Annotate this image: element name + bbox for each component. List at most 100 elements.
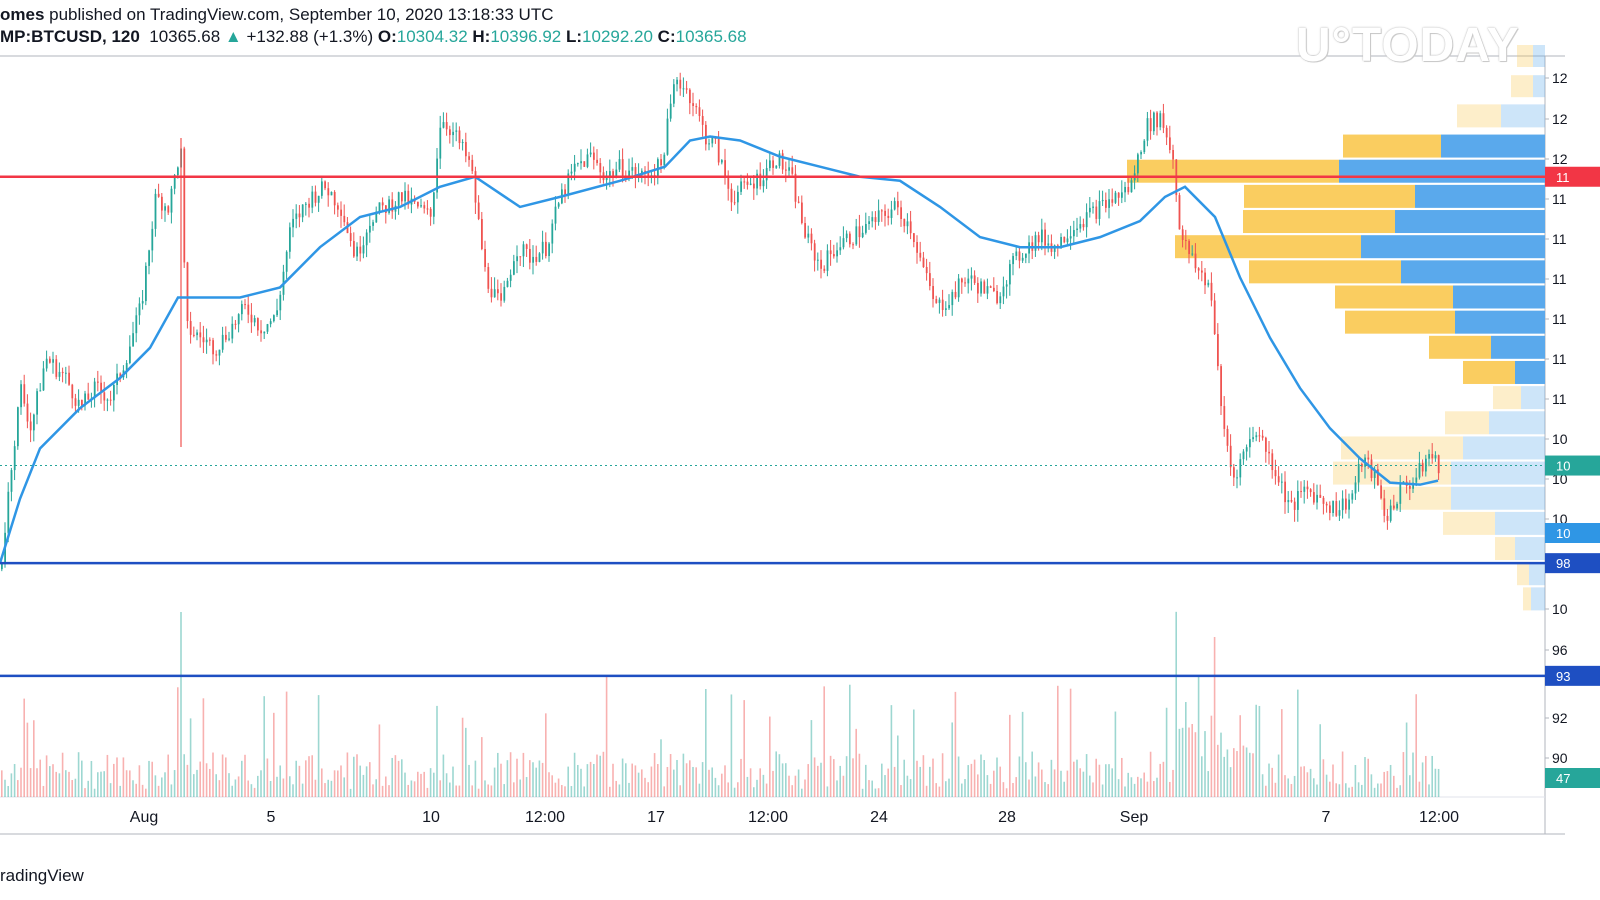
last-price: 10365.68 bbox=[149, 27, 221, 46]
candle-body bbox=[1079, 224, 1082, 229]
y-tick-label: 11 bbox=[1552, 391, 1567, 407]
volume-bar bbox=[417, 771, 419, 797]
volume-bar bbox=[1162, 761, 1165, 797]
candle-body bbox=[189, 321, 192, 335]
vp-down-bar bbox=[1533, 75, 1545, 98]
volume-bar bbox=[353, 756, 355, 797]
volume-bar bbox=[746, 776, 749, 797]
x-tick-label: 7 bbox=[1322, 809, 1331, 826]
candle-body bbox=[186, 262, 189, 322]
volume-bar bbox=[212, 752, 214, 797]
volume-bar bbox=[151, 761, 153, 797]
volume-bar bbox=[845, 756, 848, 797]
candle-body bbox=[1252, 437, 1254, 440]
volume-bar bbox=[426, 787, 429, 797]
volume-bar bbox=[733, 787, 736, 797]
candle-body bbox=[20, 384, 22, 408]
volume-bar bbox=[689, 760, 691, 797]
candle-body bbox=[743, 181, 746, 183]
candle-body bbox=[42, 368, 45, 391]
candle-body bbox=[836, 250, 838, 257]
price-badge bbox=[1545, 665, 1600, 686]
volume-bar bbox=[61, 752, 64, 797]
volume-bar bbox=[820, 762, 822, 797]
volume-bar bbox=[1281, 709, 1283, 797]
volume-bar bbox=[1047, 784, 1049, 797]
candle-body bbox=[362, 245, 365, 254]
volume-bar bbox=[1101, 784, 1104, 797]
candle-body bbox=[231, 323, 234, 339]
volume-bar bbox=[1143, 772, 1145, 797]
volume-bar bbox=[404, 772, 406, 797]
volume-bar bbox=[266, 758, 269, 797]
volume-bar bbox=[1271, 767, 1273, 797]
volume-bar bbox=[449, 782, 451, 797]
candle-body bbox=[151, 228, 154, 251]
volume-bar bbox=[493, 767, 496, 797]
volume-bar bbox=[1249, 752, 1251, 797]
candle-body bbox=[26, 403, 29, 422]
y-tick-label: 11 bbox=[1552, 271, 1567, 287]
candle-body bbox=[93, 381, 96, 399]
candle-body bbox=[733, 202, 736, 204]
candle-body bbox=[679, 79, 682, 89]
volume-bar bbox=[1082, 771, 1085, 797]
candle-body bbox=[266, 324, 269, 332]
candle-body bbox=[87, 393, 90, 400]
volume-bar bbox=[932, 758, 934, 797]
candle-body bbox=[221, 334, 224, 350]
candle-body bbox=[855, 226, 858, 245]
volume-bar bbox=[458, 785, 461, 797]
candle-body bbox=[967, 278, 970, 284]
volume-bar bbox=[445, 773, 448, 797]
price-badge bbox=[1545, 768, 1600, 788]
candle-body bbox=[1217, 334, 1219, 367]
candle-body bbox=[762, 180, 765, 187]
candle-body bbox=[1245, 447, 1248, 452]
vp-down-bar bbox=[1463, 436, 1545, 460]
volume-bar bbox=[77, 752, 80, 797]
candle-body bbox=[81, 399, 83, 406]
candle-body bbox=[452, 131, 454, 136]
vp-up-bar bbox=[1243, 210, 1395, 234]
volume-bar bbox=[1373, 787, 1376, 797]
volume-bar bbox=[1415, 694, 1417, 797]
candle-body bbox=[615, 169, 618, 178]
candle-body bbox=[721, 160, 723, 163]
candle-body bbox=[545, 241, 547, 257]
volume-bar bbox=[641, 769, 643, 797]
candle-body bbox=[484, 249, 486, 268]
volume-bar bbox=[967, 765, 969, 797]
volume-bar bbox=[97, 772, 99, 797]
volume-bar bbox=[785, 763, 787, 797]
volume-bar bbox=[1041, 769, 1043, 797]
y-tick-label: 11 bbox=[1552, 311, 1567, 327]
volume-bar bbox=[1108, 764, 1110, 797]
volume-bar bbox=[33, 720, 35, 797]
volume-bar bbox=[490, 785, 493, 797]
candle-body bbox=[957, 278, 960, 298]
low-value: 10292.20 bbox=[582, 27, 653, 46]
candle-body bbox=[1415, 477, 1418, 483]
volume-bar bbox=[679, 785, 681, 797]
volume-bar bbox=[615, 780, 617, 797]
volume-bar bbox=[538, 760, 541, 797]
candle-body bbox=[1396, 503, 1398, 509]
vp-up-bar bbox=[1175, 235, 1361, 259]
candle-body bbox=[1047, 243, 1050, 246]
vp-down-bar bbox=[1529, 562, 1545, 586]
volume-bar bbox=[612, 763, 614, 797]
candle-body bbox=[481, 218, 483, 250]
volume-bar bbox=[45, 755, 48, 797]
volume-bar bbox=[209, 768, 211, 797]
volume-bar bbox=[708, 769, 710, 797]
candle-body bbox=[1156, 112, 1158, 128]
candle-body bbox=[417, 201, 419, 207]
candle-body bbox=[461, 142, 464, 144]
volume-bar bbox=[842, 775, 845, 797]
volume-bar bbox=[106, 754, 109, 797]
volume-bar bbox=[90, 760, 93, 797]
candle-body bbox=[1306, 486, 1309, 490]
volume-bar bbox=[1252, 753, 1254, 797]
